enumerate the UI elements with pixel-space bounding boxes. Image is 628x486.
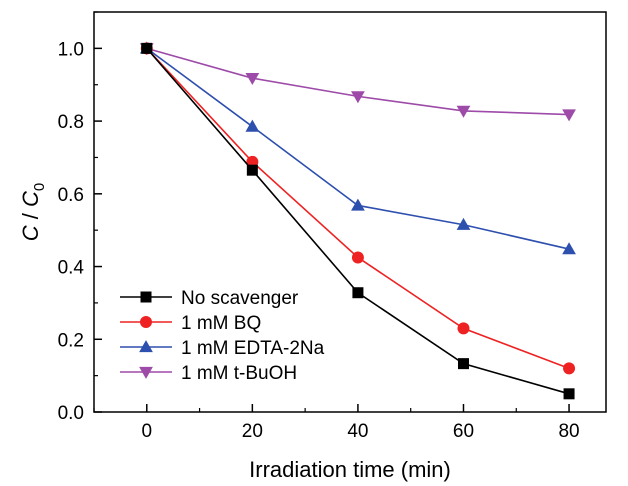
y-axis-title-denominator: C xyxy=(18,191,43,207)
legend-item: 1 mM t-BuOH xyxy=(120,363,297,384)
x-axis-title: Irradiation time (min) xyxy=(249,457,451,482)
data-point xyxy=(351,91,365,104)
x-tick-label: 80 xyxy=(558,421,579,442)
y-tick-label: 0.6 xyxy=(58,185,84,206)
x-tick-label: 20 xyxy=(242,421,263,442)
data-point xyxy=(351,251,364,264)
legend-label: 1 mM EDTA-2Na xyxy=(181,338,325,359)
legend-marker xyxy=(140,316,152,328)
plot-frame xyxy=(93,11,607,413)
data-point xyxy=(141,42,153,54)
data-point xyxy=(563,362,576,375)
legend-item: No scavenger xyxy=(120,288,299,309)
data-point xyxy=(563,388,575,400)
series-group xyxy=(139,41,576,400)
series-no-scavenger xyxy=(141,42,575,400)
legend: No scavenger 1 mM BQ 1 mM EDTA-2Na 1 mM t-B… xyxy=(120,288,325,384)
series-1-mm-edta-2na xyxy=(139,41,576,255)
x-tick-label: 0 xyxy=(141,421,152,442)
y-tick-label: 1.0 xyxy=(58,39,84,60)
y-axis-ticks: 0.0 0.2 0.4 0.6 0.8 1.0 xyxy=(58,11,102,424)
legend-label: 1 mM t-BuOH xyxy=(181,363,297,384)
y-tick-label: 0.4 xyxy=(58,258,85,279)
data-point xyxy=(457,358,469,370)
legend-item: 1 mM BQ xyxy=(120,313,261,334)
data-point xyxy=(352,287,364,299)
legend-marker xyxy=(140,291,152,303)
x-tick-label: 60 xyxy=(453,421,474,442)
data-point xyxy=(456,217,471,230)
y-axis-title-subscript: 0 xyxy=(31,183,48,191)
legend-label: No scavenger xyxy=(181,288,299,309)
data-point xyxy=(351,198,365,211)
y-tick-label: 0.2 xyxy=(58,330,84,351)
data-point xyxy=(457,322,470,335)
legend-marker xyxy=(139,340,153,353)
legend-item: 1 mM EDTA-2Na xyxy=(120,338,325,359)
y-axis-title-separator: / xyxy=(18,207,43,225)
data-point xyxy=(245,73,260,86)
legend-marker xyxy=(139,366,153,379)
y-tick-label: 0.8 xyxy=(58,112,84,133)
series-1-mm-t-buoh xyxy=(139,43,576,122)
data-point xyxy=(245,119,260,132)
x-axis-ticks: 0 20 40 60 80 xyxy=(93,404,580,442)
data-point xyxy=(562,109,576,122)
series-line xyxy=(146,47,570,116)
axes: 0 20 40 60 80 0.0 0.2 0.4 0.6 0.8 1.0 Irradiation… xyxy=(18,11,607,482)
data-point xyxy=(562,242,576,255)
x-tick-label: 40 xyxy=(347,421,368,442)
y-axis-title: C / C0 xyxy=(18,183,48,241)
y-tick-label: 0.0 xyxy=(58,403,84,424)
y-axis-title-numerator: C xyxy=(18,225,43,241)
data-point xyxy=(246,164,258,176)
series-line xyxy=(146,47,570,250)
data-point xyxy=(456,105,471,118)
legend-label: 1 mM BQ xyxy=(181,313,261,334)
